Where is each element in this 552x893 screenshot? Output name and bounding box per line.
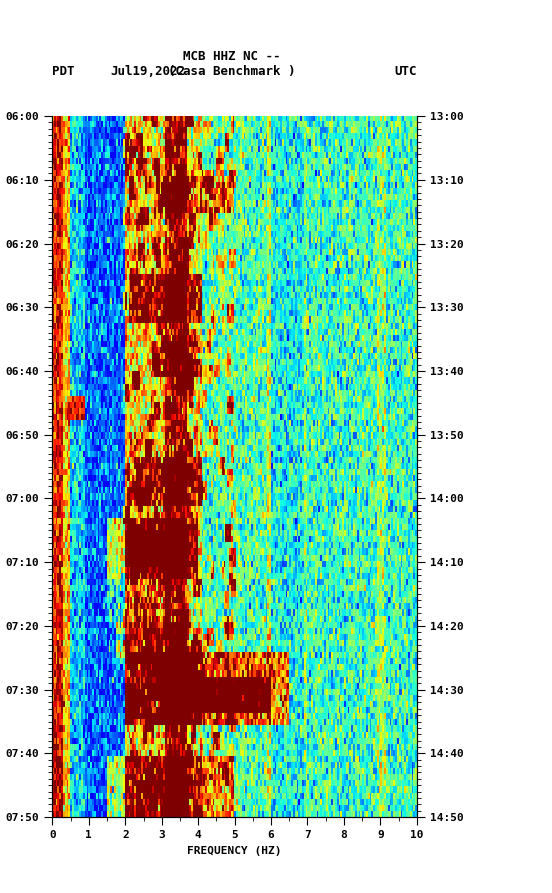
Text: PDT: PDT — [52, 64, 75, 78]
Text: MCB HHZ NC --: MCB HHZ NC -- — [183, 49, 280, 63]
X-axis label: FREQUENCY (HZ): FREQUENCY (HZ) — [187, 846, 282, 855]
Text: UTC: UTC — [394, 64, 417, 78]
Text: Jul19,2022: Jul19,2022 — [110, 64, 185, 78]
Text: USGS: USGS — [18, 13, 48, 27]
Text: (Casa Benchmark ): (Casa Benchmark ) — [168, 64, 295, 78]
